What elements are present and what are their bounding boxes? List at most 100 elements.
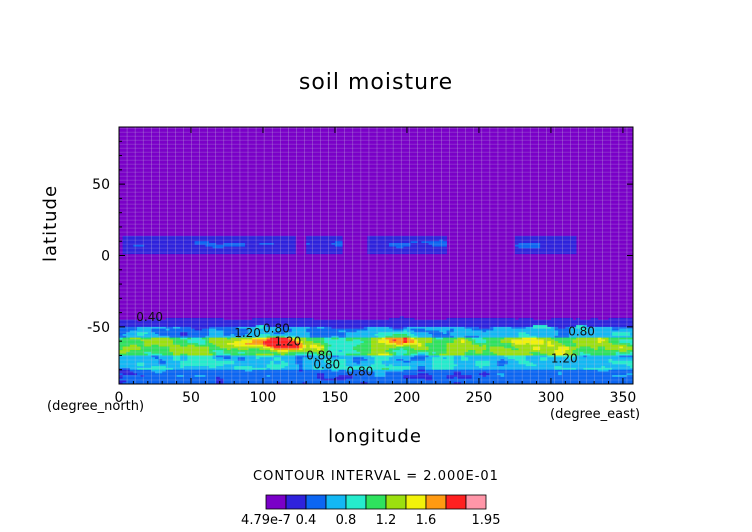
contour-cell — [612, 355, 617, 358]
contour-cell — [414, 335, 419, 338]
contour-cell — [352, 355, 357, 358]
contour-cell — [396, 251, 401, 255]
contour-cell — [417, 241, 422, 244]
contour-cell — [169, 243, 174, 246]
contour-cell — [547, 332, 552, 335]
contour-cell — [576, 342, 581, 346]
contour-cell — [399, 353, 404, 356]
contour-cell — [381, 360, 386, 363]
contour-cell — [331, 325, 336, 328]
contour-cell — [630, 360, 633, 363]
contour-cell — [338, 241, 343, 244]
contour-cell — [280, 346, 285, 349]
contour-cell — [216, 346, 221, 349]
contour-cell — [198, 317, 203, 321]
contour-cell — [219, 342, 224, 346]
contour-cell — [280, 351, 285, 355]
contour-cell — [579, 332, 584, 335]
contour-cell — [298, 350, 303, 353]
contour-cell — [277, 359, 282, 362]
contour-cell — [370, 237, 375, 240]
contour-cell — [320, 241, 325, 244]
contour-cell — [313, 332, 318, 335]
contour-cell — [453, 330, 458, 333]
contour-cell — [241, 251, 246, 255]
contour-cell — [316, 248, 321, 251]
contour-cell — [565, 359, 570, 362]
contour-cell — [615, 350, 620, 353]
contour-cell — [432, 366, 437, 369]
contour-cell — [190, 346, 195, 349]
contour-cell — [295, 362, 300, 365]
contour-cell — [612, 360, 617, 363]
contour-cell — [165, 346, 170, 349]
contour-cell — [558, 239, 563, 242]
contour-cell — [280, 357, 285, 360]
contour-cell — [165, 334, 170, 337]
contour-cell — [147, 235, 152, 239]
contour-cell — [489, 334, 494, 337]
contour-cell — [543, 342, 548, 346]
contour-cell — [144, 360, 149, 363]
contour-cell — [367, 319, 372, 322]
contour-cell — [417, 335, 422, 338]
contour-cell — [511, 360, 516, 363]
contour-cell — [151, 334, 156, 337]
contour-cell — [205, 342, 210, 346]
contour-cell — [403, 335, 408, 338]
contour-cell — [277, 319, 282, 322]
contour-cell — [547, 326, 552, 330]
contour-cell — [345, 353, 350, 356]
contour-cell — [262, 251, 267, 255]
contour-cell — [630, 359, 633, 362]
contour-cell — [241, 353, 246, 356]
contour-cell — [532, 357, 537, 360]
contour-cell — [190, 366, 195, 369]
contour-cell — [486, 317, 491, 321]
contour-cell — [421, 355, 426, 358]
contour-cell — [612, 330, 617, 333]
contour-cell — [190, 348, 195, 351]
contour-cell — [540, 248, 545, 251]
contour-cell — [500, 360, 505, 363]
contour-cell — [532, 355, 537, 358]
contour-cell — [370, 344, 375, 347]
contour-cell — [543, 341, 548, 344]
contour-cell — [388, 248, 393, 251]
contour-cell — [190, 342, 195, 346]
contour-cell — [241, 344, 246, 347]
contour-cell — [417, 328, 422, 331]
contour-cell — [414, 321, 419, 324]
contour-cell — [266, 351, 271, 355]
contour-cell — [176, 317, 181, 321]
contour-cell — [417, 367, 422, 371]
contour-cell — [478, 360, 483, 363]
contour-cell — [475, 362, 480, 365]
contour-cell — [140, 319, 145, 322]
contour-cell — [327, 335, 332, 338]
contour-cell — [223, 241, 228, 244]
contour-cell — [385, 341, 390, 344]
contour-cell — [370, 243, 375, 246]
contour-cell — [558, 359, 563, 362]
contour-cell — [360, 344, 365, 347]
contour-cell — [140, 346, 145, 349]
contour-cell — [147, 334, 152, 337]
contour-cell — [482, 353, 487, 356]
contour-cell — [216, 339, 221, 342]
contour-cell — [158, 367, 163, 371]
contour-cell — [615, 326, 620, 330]
contour-cell — [205, 346, 210, 349]
contour-cell — [572, 335, 577, 338]
contour-cell — [435, 328, 440, 331]
contour-cell — [363, 360, 368, 363]
contour-cell — [421, 353, 426, 356]
contour-cell — [126, 350, 131, 353]
contour-cell — [194, 237, 199, 240]
contour-cell — [615, 325, 620, 328]
contour-cell — [594, 334, 599, 337]
contour-cell — [234, 357, 239, 360]
contour-cell — [424, 248, 429, 251]
contour-cell — [378, 248, 383, 251]
contour-cell — [338, 339, 343, 342]
